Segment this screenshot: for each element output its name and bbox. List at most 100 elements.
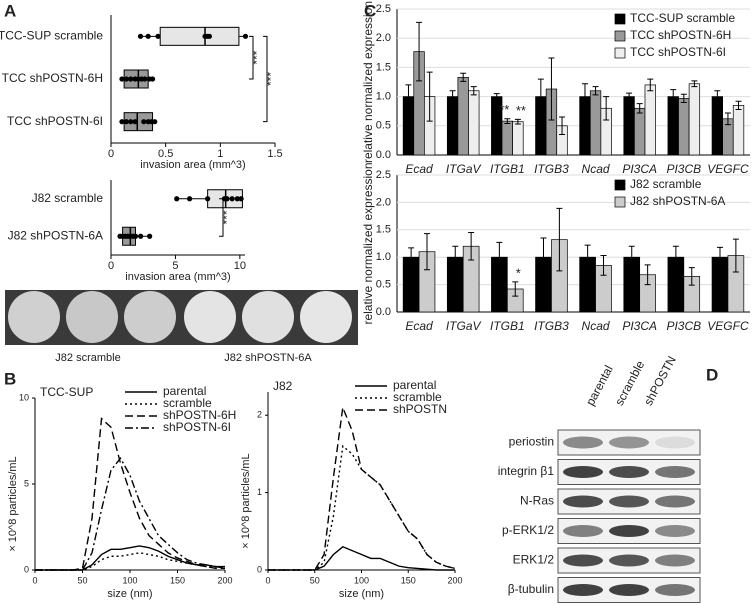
bar <box>678 98 690 156</box>
error-bar <box>592 86 599 96</box>
error-bar <box>581 83 588 110</box>
legend-label: J82 shPOSTN-6A <box>630 194 725 208</box>
point <box>119 76 125 82</box>
error-bar <box>559 116 566 136</box>
point <box>205 196 211 202</box>
point <box>145 33 151 39</box>
x-tick-label: 150 <box>401 575 416 585</box>
x-axis-label: size (nm) <box>339 588 384 600</box>
row-label: N-Ras <box>520 494 554 508</box>
x-tick-label: PI3CA <box>622 319 657 333</box>
error-bar <box>636 103 643 114</box>
x-tick-label: PI3CB <box>666 162 701 176</box>
x-tick-label: 150 <box>170 575 185 585</box>
y-tick-label: 1.0 <box>376 91 391 103</box>
line <box>268 545 455 571</box>
x-tick-label: 1.5 <box>267 148 282 160</box>
error-bar <box>449 90 456 103</box>
legend-label: J82 scramble <box>630 177 702 191</box>
error-bar <box>540 237 547 277</box>
error-bar <box>416 21 423 82</box>
point <box>132 119 138 125</box>
y-tick-label: 0 <box>24 564 29 574</box>
point <box>132 233 139 239</box>
error-bar <box>504 118 511 124</box>
x-tick-label: 50 <box>310 575 320 585</box>
x-tick-label: Ncad <box>582 319 610 333</box>
error-bar <box>452 245 459 269</box>
line <box>268 444 456 571</box>
error-bar <box>556 207 563 272</box>
lane-label: parental <box>583 363 616 408</box>
error-bar <box>670 89 677 105</box>
x-tick-label: 50 <box>77 575 87 585</box>
bar <box>501 120 513 156</box>
x-tick-label: 0.5 <box>158 148 173 160</box>
legend-label: shPOSTN <box>393 402 447 416</box>
error-bar <box>716 246 723 268</box>
bar <box>512 121 524 156</box>
y-axis-label: × 10^8 particles/mL <box>240 453 252 548</box>
bracket <box>249 35 254 80</box>
well-label: J82 shPOSTN-6A <box>224 352 312 364</box>
error-bar <box>512 281 519 297</box>
well-label: J82 scramble <box>55 352 120 364</box>
blot-band <box>609 525 649 537</box>
error-bar <box>688 267 695 286</box>
x-tick-label: Ecad <box>405 162 433 176</box>
y-tick-label: 0 <box>257 564 262 574</box>
category-label: TCC shPOSTN-6H <box>2 71 103 85</box>
blot-band <box>563 466 603 478</box>
blot-band <box>563 436 603 449</box>
bar <box>634 107 646 156</box>
chart-title: J82 <box>273 379 293 393</box>
legend-swatch <box>614 179 626 191</box>
wells-image <box>5 290 358 345</box>
error-bar <box>548 57 555 121</box>
x-tick-label: VEGFC <box>707 162 749 176</box>
x-tick-label: PI3CB <box>666 319 701 333</box>
y-tick-label: 0.5 <box>376 120 391 132</box>
point <box>137 33 144 39</box>
bar <box>732 105 745 156</box>
x-tick-label: ITGB3 <box>534 162 569 176</box>
x-tick-label: PI3CA <box>622 162 657 176</box>
y-tick-label: 1.0 <box>376 251 391 263</box>
x-tick-label: 200 <box>217 575 232 585</box>
legend-label: TCC-SUP scramble <box>630 11 735 25</box>
x-tick-label: ITGaV <box>446 319 482 333</box>
x-tick-label: 0 <box>108 260 114 272</box>
x-axis-label: size (nm) <box>107 588 152 600</box>
point <box>186 196 193 202</box>
x-tick-label: 200 <box>447 575 462 585</box>
point <box>119 119 125 125</box>
x-tick-label: 100 <box>122 575 137 585</box>
error-bar <box>714 90 721 103</box>
x-tick-label: 10 <box>234 260 246 272</box>
y-tick-label: 2.0 <box>376 196 391 208</box>
y-tick-label: 2.5 <box>376 3 391 15</box>
x-axis-label: invasion area (mm^3) <box>125 271 230 283</box>
error-bar <box>680 93 687 103</box>
error-bar <box>470 86 477 96</box>
legend-swatch <box>614 47 626 59</box>
y-tick-label: 0.0 <box>376 306 391 318</box>
blot-band <box>609 466 649 478</box>
point <box>141 119 147 125</box>
point <box>128 76 134 82</box>
error-bar <box>603 96 610 121</box>
blot-band <box>655 584 695 596</box>
significance: *** <box>264 72 278 86</box>
error-bar <box>468 232 475 261</box>
point <box>242 33 249 39</box>
x-axis-label: invasion area (mm^3) <box>140 159 245 171</box>
bar <box>667 96 679 156</box>
chart-title: TCC-SUP <box>40 385 93 399</box>
error-bar <box>626 92 633 101</box>
blot-band <box>609 554 649 567</box>
significance: *** <box>220 210 234 224</box>
y-tick-label: 10 <box>19 392 29 402</box>
lane-label: shPOSTN <box>641 354 679 408</box>
x-tick-label: 100 <box>354 575 369 585</box>
category-label: J82 scramble <box>32 191 104 205</box>
